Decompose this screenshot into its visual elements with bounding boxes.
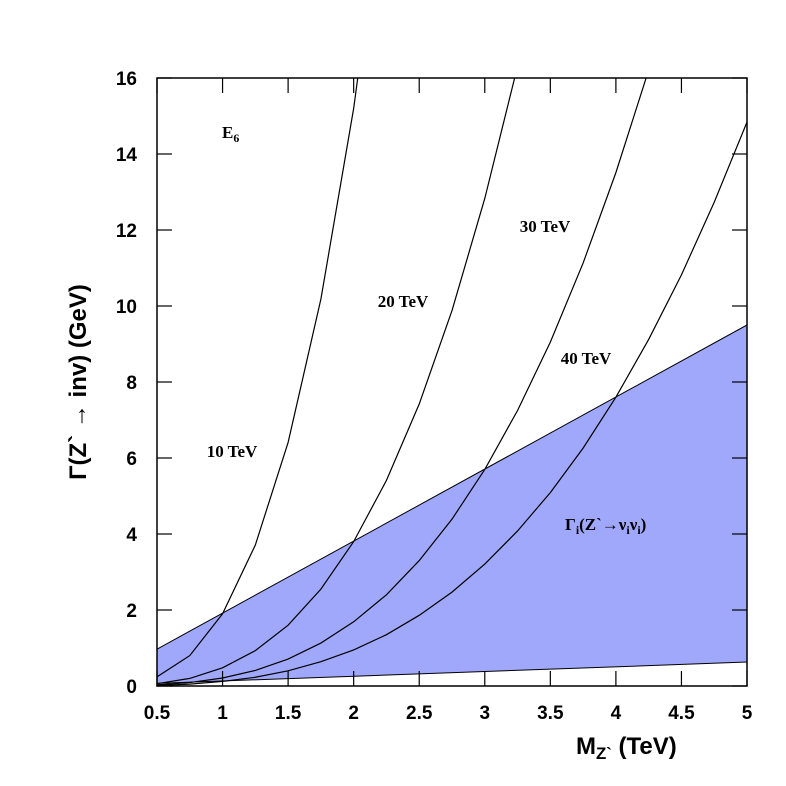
y-axis-label: Γ(Z` → inv) (GeV) xyxy=(65,284,92,480)
band-label-part: (Z`→ν xyxy=(579,515,627,534)
series-line xyxy=(157,78,647,686)
band-edge xyxy=(157,661,747,684)
x-tick-label: 3 xyxy=(479,703,490,724)
series-label: 30 TeV xyxy=(520,217,571,236)
x-tick-label: 0.5 xyxy=(144,703,171,724)
x-axis-label-part: Z` xyxy=(596,744,612,763)
x-tick-label: 2.5 xyxy=(406,703,433,724)
y-tick-label: 14 xyxy=(116,145,138,166)
band-label-part: i xyxy=(576,523,580,537)
band-area xyxy=(157,325,747,684)
chart-title-part: E xyxy=(222,123,233,142)
x-tick-label: 1 xyxy=(217,703,228,724)
plot-area xyxy=(157,78,747,686)
band-label-part: Γ xyxy=(565,515,576,534)
band-label-part: i xyxy=(626,523,630,537)
y-tick-label: 2 xyxy=(126,601,137,622)
series-line xyxy=(157,78,359,678)
y-tick-label: 0 xyxy=(126,677,137,698)
series-label: 40 TeV xyxy=(561,349,612,368)
x-tick-label: 2 xyxy=(348,703,359,724)
series-label: 20 TeV xyxy=(378,292,429,311)
y-tick-label: 10 xyxy=(116,297,137,318)
x-axis-label-part: M xyxy=(576,733,596,760)
band-edge xyxy=(157,324,747,650)
y-tick-label: 4 xyxy=(126,525,137,546)
x-tick-label: 4 xyxy=(611,703,622,724)
x-axis-label-part: (TeV) xyxy=(612,733,677,760)
y-tick-label: 8 xyxy=(126,373,137,394)
x-axis-label: MZ` (TeV) xyxy=(576,733,677,763)
band-label-part: ν xyxy=(629,515,638,534)
band-label: Γi(Z`→νiνi) xyxy=(565,515,646,537)
series-line xyxy=(157,121,747,686)
y-tick-label: 16 xyxy=(116,69,137,90)
band-label-part: ) xyxy=(641,515,647,534)
y-tick-label: 6 xyxy=(126,449,137,470)
x-tick-label: 1.5 xyxy=(275,703,302,724)
band-label-part: i xyxy=(637,523,641,537)
series-label: 10 TeV xyxy=(207,442,258,461)
x-tick-label: 3.5 xyxy=(537,703,564,724)
chart-title: E6 xyxy=(222,123,239,145)
x-tick-label: 4.5 xyxy=(668,703,695,724)
x-tick-label: 5 xyxy=(742,703,753,724)
chart-title-part: 6 xyxy=(233,131,239,145)
series-line xyxy=(157,78,516,685)
y-tick-label: 12 xyxy=(116,221,137,242)
